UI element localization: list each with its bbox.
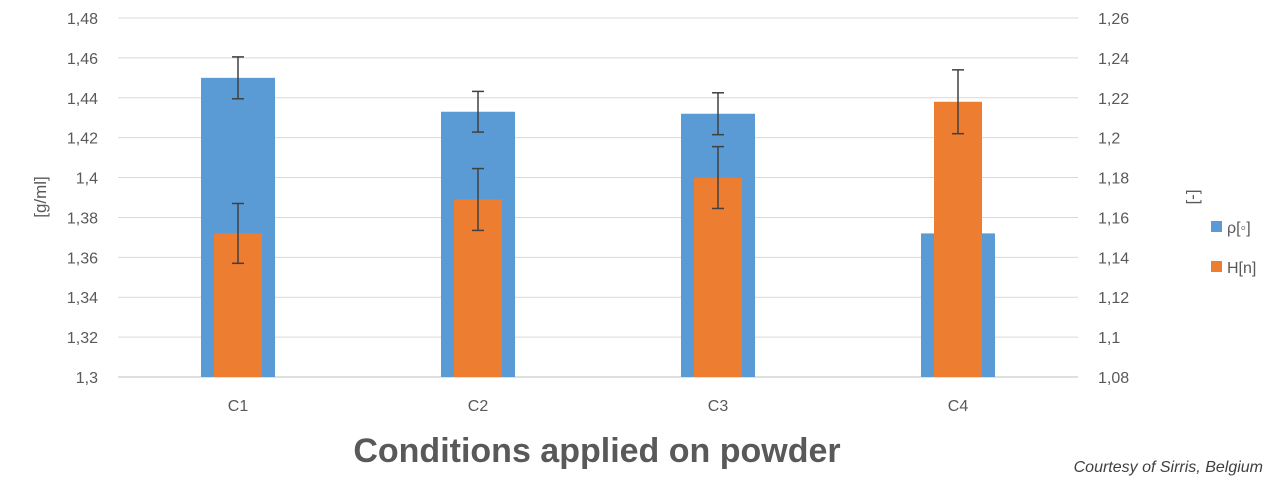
legend-label-rho: ρ[◦] [1227, 220, 1251, 237]
left-tick-label: 1,42 [67, 131, 98, 148]
error-bar-h [472, 167, 484, 232]
bar-h [694, 177, 742, 377]
x-tick-label: C4 [948, 398, 969, 415]
series-rho-bars [201, 77, 995, 377]
gridlines [118, 17, 1078, 378]
x-tick-label: C3 [708, 398, 729, 415]
legend-label-h: H[n] [1227, 260, 1256, 277]
x-axis-title: Conditions applied on powder [353, 432, 840, 470]
error-bar-h [712, 145, 724, 210]
series-h-bars [214, 101, 982, 378]
left-tick-label: 1,48 [67, 11, 98, 28]
left-tick-label: 1,36 [67, 250, 98, 267]
right-tick-label: 1,24 [1098, 51, 1129, 68]
left-tick-label: 1,46 [67, 51, 98, 68]
right-tick-label: 1,18 [1098, 171, 1129, 188]
bar-h [934, 101, 982, 378]
left-axis-title: [g/ml] [31, 176, 50, 218]
left-tick-label: 1,44 [67, 91, 98, 108]
left-tick-label: 1,38 [67, 210, 98, 227]
right-tick-label: 1,2 [1098, 131, 1120, 148]
left-tick-label: 1,3 [76, 370, 98, 387]
right-tick-label: 1,26 [1098, 11, 1129, 28]
error-bar-rho [232, 56, 244, 100]
error-bar-rho [472, 90, 484, 133]
right-tick-label: 1,14 [1098, 250, 1129, 267]
right-tick-label: 1,08 [1098, 370, 1129, 387]
x-tick-label: C2 [468, 398, 489, 415]
credit-text: Courtesy of Sirris, Belgium [1074, 459, 1263, 476]
legend-swatch-h [1211, 261, 1222, 272]
left-tick-label: 1,34 [67, 290, 98, 307]
x-tick-label: C1 [228, 398, 249, 415]
left-tick-label: 1,4 [76, 171, 98, 188]
left-axis-ticks: 1,3 1,32 1,34 1,36 1,38 1,4 1,42 1,44 1,46 1,48 [67, 11, 98, 387]
right-axis-title: [-] [1183, 189, 1202, 204]
error-bar-h [232, 202, 244, 265]
error-bars [232, 56, 964, 265]
error-bar-h [952, 69, 964, 135]
left-tick-label: 1,32 [67, 330, 98, 347]
legend: ρ[◦] H[n] [1211, 220, 1256, 277]
legend-swatch-rho [1211, 221, 1222, 232]
right-tick-label: 1,12 [1098, 290, 1129, 307]
x-axis-ticks: C1 C2 C3 C4 [228, 398, 969, 415]
right-tick-label: 1,16 [1098, 210, 1129, 227]
right-tick-label: 1,22 [1098, 91, 1129, 108]
right-tick-label: 1,1 [1098, 330, 1120, 347]
right-axis-ticks: 1,08 1,1 1,12 1,14 1,16 1,18 1,2 1,22 1,24 1,26 [1098, 11, 1129, 387]
error-bar-rho [712, 92, 724, 136]
